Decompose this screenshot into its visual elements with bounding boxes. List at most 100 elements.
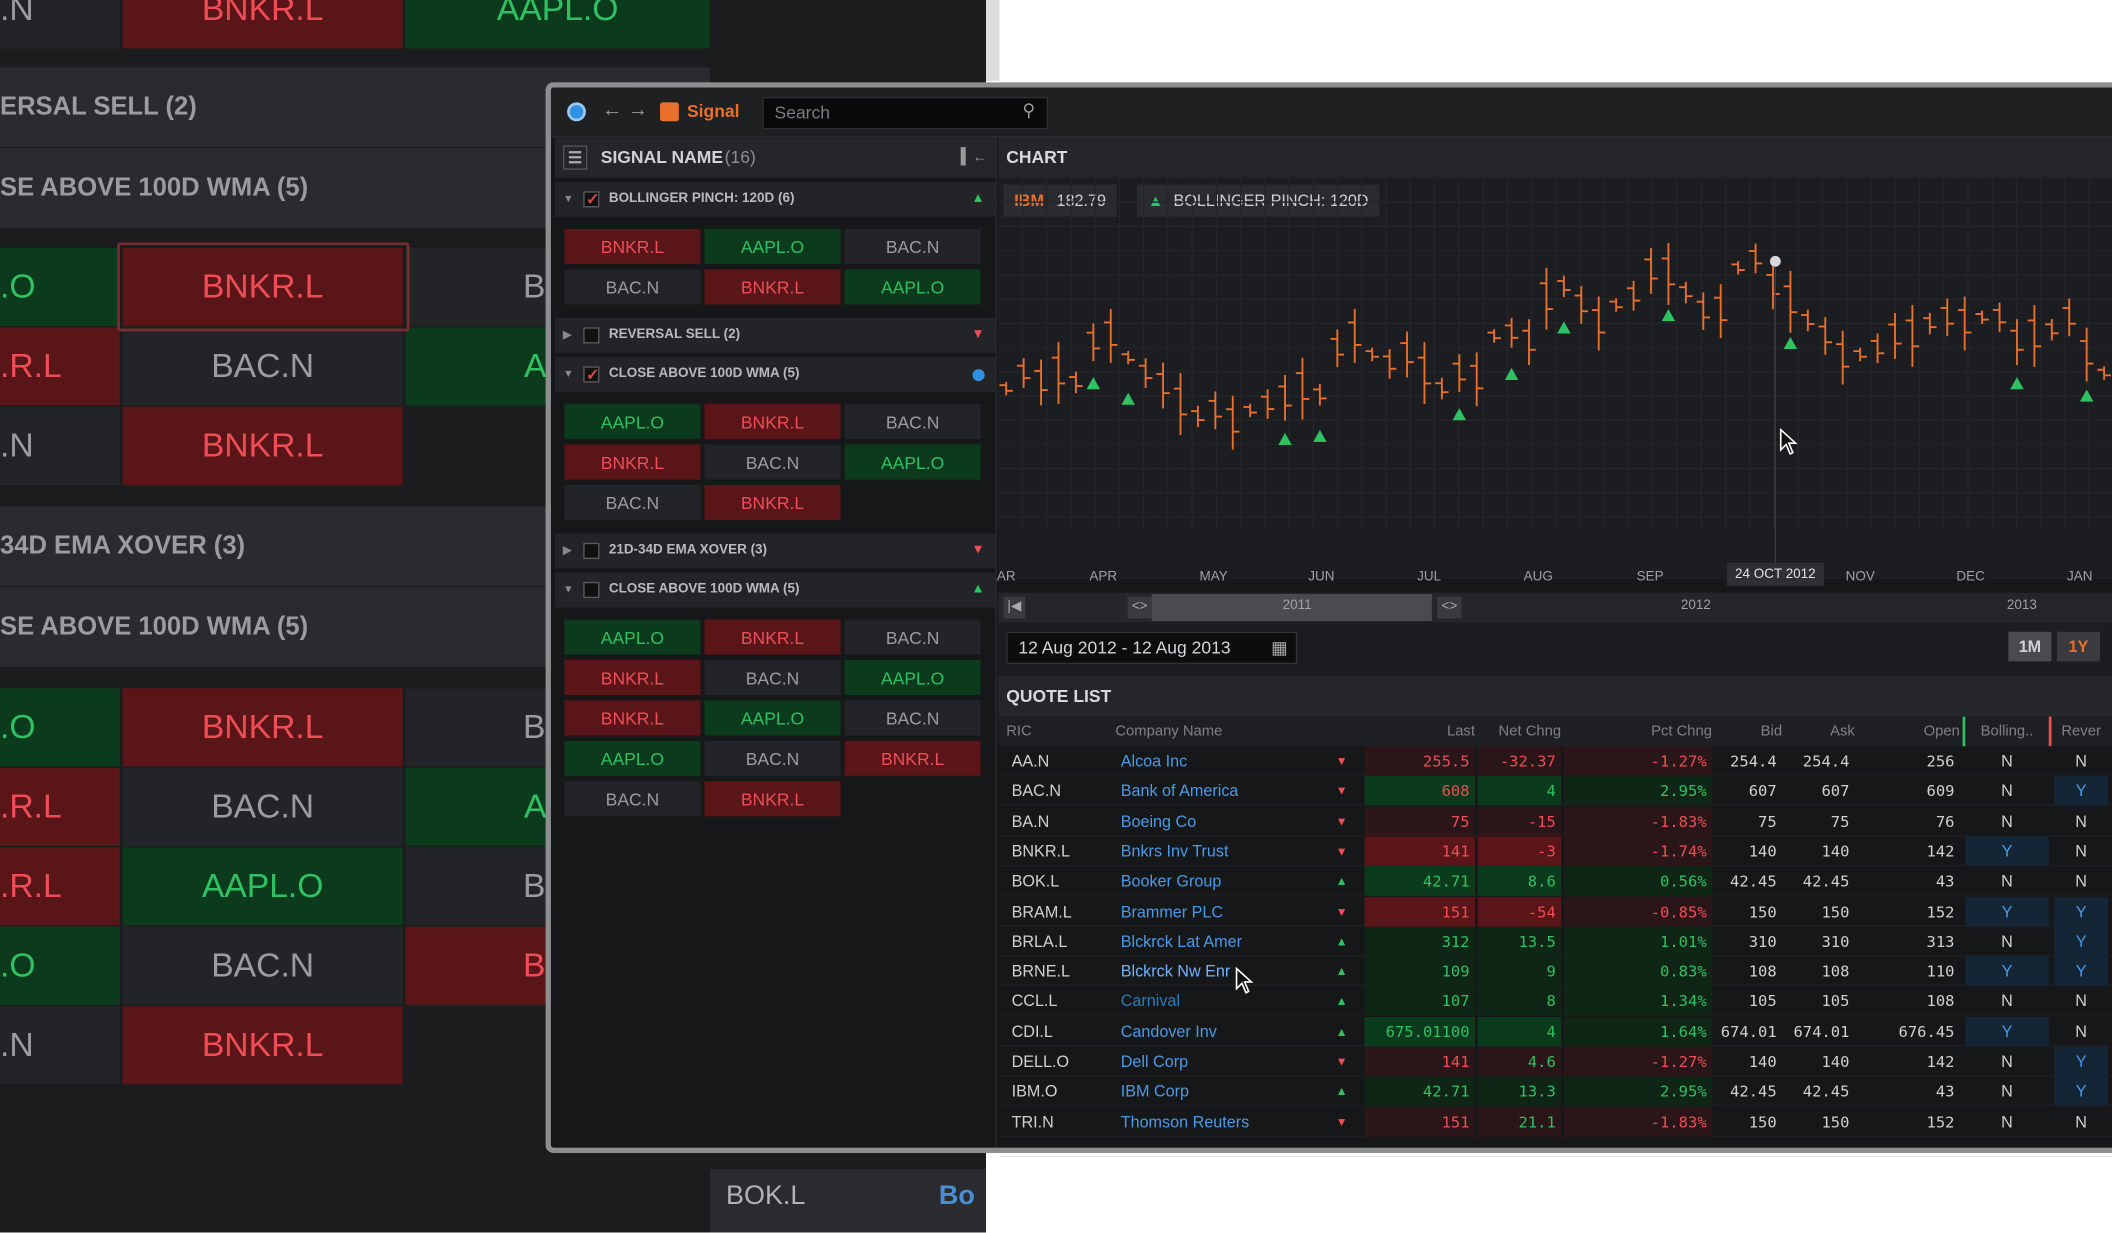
signal-tile[interactable]: AAPL.O: [703, 699, 842, 737]
table-row[interactable]: BAC.N Bank of America ▼ 608 4 2.95% 607 607 609 N…: [998, 776, 2112, 806]
collapse-panel-icon[interactable]: ▍←: [961, 149, 988, 166]
cell-name[interactable]: Blckrck Nw Enr: [1120, 961, 1231, 981]
date-range-input[interactable]: 12 Aug 2012 - 12 Aug 2013 ▦: [1006, 631, 1298, 665]
search-input[interactable]: Search: [762, 96, 1048, 130]
caret-right-icon[interactable]: ▶: [563, 544, 572, 557]
signal-tile[interactable]: BAC.N: [703, 739, 842, 778]
cell-name[interactable]: IBM Corp: [1120, 1082, 1189, 1101]
column-header[interactable]: Bid: [1760, 723, 1783, 740]
table-row[interactable]: CDI.L Candover Inv ▲ 675.01100 4 1.64% 674.01 6…: [998, 1016, 2112, 1047]
signal-tile[interactable]: AAPL.O: [843, 268, 982, 306]
cell-name[interactable]: Candover Inv: [1120, 1021, 1217, 1041]
signal-tile[interactable]: BAC.N: [843, 699, 982, 737]
signal-tile[interactable]: AAPL.O: [843, 443, 982, 481]
signal-tile[interactable]: BNKR.L: [563, 658, 702, 697]
table-row[interactable]: DELL.O Dell Corp ▼ 141 4.6 -1.27% 140 140 142 N Y: [998, 1046, 2112, 1077]
range-handle-right-icon[interactable]: <>: [1437, 596, 1462, 619]
cell-name[interactable]: Bank of America: [1120, 781, 1239, 801]
table-row[interactable]: BRLA.L Blckrck Lat Amer ▲ 312 13.5 1.01% 310 31…: [998, 926, 2112, 957]
signal-tile[interactable]: AAPL.O: [843, 658, 982, 697]
zoom-button-1m[interactable]: 1M: [2008, 631, 2052, 662]
calendar-icon[interactable]: ▦: [1271, 637, 1288, 658]
caret-down-icon[interactable]: ▼: [563, 367, 574, 380]
signal-tile[interactable]: BNKR.L: [563, 443, 702, 481]
price-chart[interactable]: IBM 182.79 ▲ BOLLINGER PINCH: 120D AR APR…: [997, 177, 2112, 586]
column-header[interactable]: Last: [1446, 723, 1475, 740]
cell-name[interactable]: Alcoa Inc: [1120, 751, 1188, 771]
signal-tile[interactable]: AAPL.O: [563, 618, 702, 656]
range-selection[interactable]: [1151, 594, 1432, 621]
cell-name[interactable]: Thomson Reuters: [1120, 1112, 1250, 1131]
back-arrow-icon[interactable]: ←: [602, 98, 623, 122]
signal-tile[interactable]: BNKR.L: [703, 618, 842, 656]
background-tile: .R.L: [0, 327, 120, 406]
signal-tile[interactable]: BAC.N: [843, 402, 982, 441]
signal-tile[interactable]: BNKR.L: [703, 779, 842, 818]
zoom-button-1y[interactable]: 1Y: [2056, 631, 2100, 662]
table-row[interactable]: BRNE.L Blckrck Nw Enr ▲ 109 9 0.83% 108 108 110 Y…: [998, 956, 2112, 987]
table-row[interactable]: BNKR.L Bnkrs Inv Trust ▼ 141 -3 -1.74% 140 140 1…: [998, 836, 2112, 866]
signal-tile[interactable]: BAC.N: [563, 483, 702, 522]
cell-name[interactable]: Blckrck Lat Amer: [1120, 931, 1242, 951]
menu-icon[interactable]: ☰: [563, 145, 588, 170]
column-header[interactable]: Net Chng: [1498, 723, 1562, 740]
signal-tile[interactable]: AAPL.O: [563, 402, 702, 441]
cell-name[interactable]: Boeing Co: [1120, 811, 1197, 831]
status-dot-icon[interactable]: [567, 102, 586, 122]
cell-name[interactable]: Brammer PLC: [1120, 901, 1224, 921]
cell-name[interactable]: Carnival: [1120, 991, 1180, 1011]
signal-group-header[interactable]: ▼ ✓ CLOSE ABOVE 100D WMA (5): [554, 356, 996, 392]
column-header[interactable]: Company Name: [1115, 723, 1223, 740]
cell-name[interactable]: Dell Corp: [1120, 1052, 1189, 1071]
table-row[interactable]: BOK.L Booker Group ▲ 42.71 8.6 0.56% 42.45 42.4…: [998, 866, 2112, 897]
range-navigator[interactable]: |◀ <> <> 2011 2012 2013: [998, 592, 2112, 623]
table-row[interactable]: BRAM.L Brammer PLC ▼ 151 -54 -0.85% 150 150 152 Y…: [998, 896, 2112, 927]
range-start-icon[interactable]: |◀: [1003, 596, 1026, 619]
range-handle-left-icon[interactable]: <>: [1127, 596, 1152, 619]
caret-right-icon[interactable]: ▶: [563, 328, 572, 341]
column-header[interactable]: [1321, 717, 1361, 747]
signal-checkbox[interactable]: [583, 581, 600, 599]
column-header[interactable]: Open: [1923, 723, 1960, 740]
signal-marker: [2010, 377, 2024, 390]
cell-name[interactable]: Bnkrs Inv Trust: [1120, 841, 1229, 861]
signal-tile[interactable]: BAC.N: [843, 227, 982, 266]
signal-tile[interactable]: BNKR.L: [703, 402, 842, 441]
column-header[interactable]: RIC: [1006, 723, 1032, 740]
signal-tile[interactable]: BAC.N: [703, 443, 842, 481]
signal-tile[interactable]: BAC.N: [563, 268, 702, 306]
signal-tile[interactable]: AAPL.O: [563, 739, 702, 778]
column-header[interactable]: Ask: [1830, 723, 1855, 740]
signal-checkbox[interactable]: [583, 327, 600, 344]
table-row[interactable]: AA.N Alcoa Inc ▼ 255.5 -32.37 -1.27% 254.4 254.…: [998, 746, 2112, 776]
signal-tile[interactable]: BAC.N: [843, 618, 982, 656]
cell-name[interactable]: Booker Group: [1120, 871, 1222, 891]
table-row[interactable]: CCL.L Carnival ▲ 107 8 1.34% 105 105 108 N N: [998, 986, 2112, 1017]
search-icon[interactable]: ⚲: [1022, 99, 1036, 120]
column-header[interactable]: Rever: [2061, 723, 2101, 740]
chart-plot[interactable]: [998, 177, 2112, 580]
table-row[interactable]: TRI.N Thomson Reuters ▼ 151 21.1 -1.83% 150 150…: [998, 1106, 2112, 1137]
caret-down-icon[interactable]: ▼: [563, 192, 574, 205]
forward-arrow-icon[interactable]: →: [627, 98, 648, 122]
table-row[interactable]: IBM.O IBM Corp ▲ 42.71 13.3 2.95% 42.45 42.45 43…: [998, 1076, 2112, 1107]
signal-tile[interactable]: BNKR.L: [843, 739, 982, 778]
signal-tile[interactable]: BNKR.L: [703, 483, 842, 522]
signal-tile[interactable]: BAC.N: [563, 779, 702, 818]
column-header[interactable]: Pct Chng: [1651, 723, 1713, 740]
signal-tile[interactable]: AAPL.O: [703, 227, 842, 266]
signal-checkbox[interactable]: [583, 542, 600, 560]
table-row[interactable]: BA.N Boeing Co ▼ 75 -15 -1.83% 75 75 76 N N: [998, 806, 2112, 836]
signal-tile[interactable]: BNKR.L: [563, 227, 702, 266]
signal-group-header[interactable]: ▼ CLOSE ABOVE 100D WMA (5) ▲: [554, 572, 996, 608]
signal-group-header[interactable]: ▶ 21D-34D EMA XOVER (3) ▼: [554, 533, 996, 569]
signal-group-header[interactable]: ▼ ✓ BOLLINGER PINCH: 120D (6) ▲: [554, 181, 996, 217]
signal-checkbox-checked[interactable]: ✓: [583, 190, 599, 209]
signal-group-header[interactable]: ▶ REVERSAL SELL (2) ▼: [554, 317, 996, 353]
column-header[interactable]: Bolling..: [1980, 723, 2034, 740]
signal-tile[interactable]: BAC.N: [703, 658, 842, 697]
caret-down-icon[interactable]: ▼: [563, 583, 574, 596]
signal-tile[interactable]: BNKR.L: [563, 699, 702, 737]
signal-tile[interactable]: BNKR.L: [703, 268, 842, 306]
signal-checkbox-checked[interactable]: ✓: [583, 365, 599, 384]
